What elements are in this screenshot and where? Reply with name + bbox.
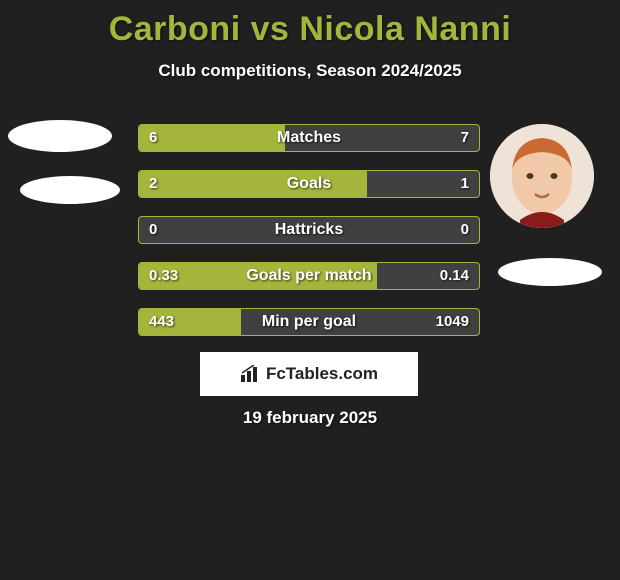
stat-label: Goals per match (139, 263, 479, 289)
subtitle: Club competitions, Season 2024/2025 (0, 61, 620, 81)
stat-label: Min per goal (139, 309, 479, 335)
brand-label: FcTables.com (266, 364, 378, 384)
stat-bars: 67Matches 21Goals 00Hattricks 0.330.14Goals… (138, 124, 480, 354)
bars-chart-icon (240, 365, 262, 383)
stat-label: Hattricks (139, 217, 479, 243)
player-left-badge-2 (20, 176, 120, 204)
stat-row: 67Matches (138, 124, 480, 152)
player-left-badge-1 (8, 120, 112, 152)
page-title: Carboni vs Nicola Nanni (0, 0, 620, 49)
stat-row: 4431049Min per goal (138, 308, 480, 336)
stat-row: 0.330.14Goals per match (138, 262, 480, 290)
brand-box[interactable]: FcTables.com (200, 352, 418, 396)
avatar-face-icon (490, 124, 594, 228)
stat-label: Goals (139, 171, 479, 197)
player-right-badge (498, 258, 602, 286)
stat-label: Matches (139, 125, 479, 151)
stat-row: 21Goals (138, 170, 480, 198)
stat-row: 00Hattricks (138, 216, 480, 244)
date-label: 19 february 2025 (0, 408, 620, 428)
player-right-avatar (490, 124, 594, 228)
